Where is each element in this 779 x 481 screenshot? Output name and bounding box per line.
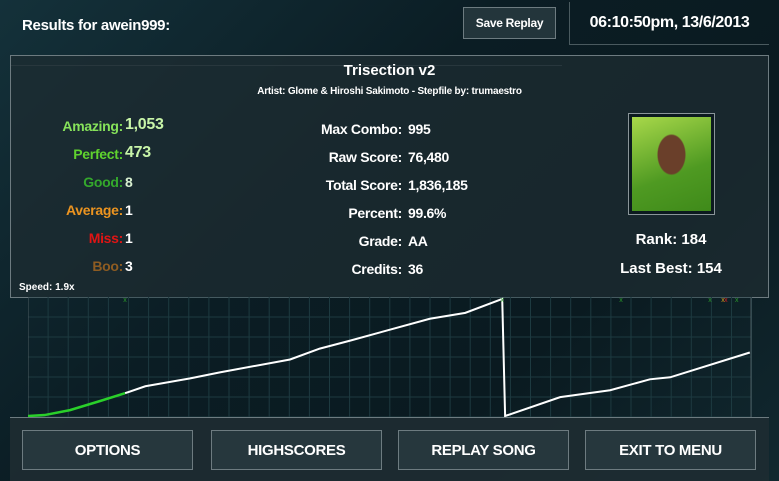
judge-mark: x (735, 297, 739, 304)
stat-value: 36 (408, 261, 423, 277)
stat-label: Credits: (351, 261, 403, 277)
judgement-value: 473 (125, 144, 151, 161)
judgement-label: Average: (66, 202, 123, 218)
song-title: Trisection v2 (343, 62, 436, 79)
judgement-value: 1 (125, 230, 133, 246)
results-title: Results for awein999: (22, 17, 170, 34)
save-replay-button[interactable]: Save Replay (463, 7, 556, 39)
judgement-value: 1 (125, 202, 133, 218)
combo-line (124, 297, 751, 417)
last-best: Last Best: 154 (620, 260, 722, 277)
full-combo-line (28, 392, 126, 417)
stat-label: Max Combo: (320, 121, 402, 137)
judgement-value: 1,053 (125, 116, 164, 133)
judgement-label: Perfect: (73, 146, 123, 162)
judge-mark: x (724, 297, 728, 304)
judge-mark: x (721, 297, 725, 304)
speed: Speed: 1.9x (19, 282, 75, 293)
stat-value: 995 (408, 121, 431, 137)
stat-label: Total Score: (325, 177, 403, 193)
stat-label: Grade: (358, 233, 403, 249)
stat-label: Raw Score: (328, 149, 403, 165)
avatar (628, 113, 715, 215)
judgement-value: 3 (125, 258, 133, 274)
judgement-label: Miss: (88, 230, 124, 246)
judgement-value: 8 (125, 174, 133, 190)
judge-mark: x (619, 297, 623, 304)
judge-mark: x (500, 297, 504, 304)
options-button[interactable]: OPTIONS (22, 430, 193, 470)
exit-to-menu-button[interactable]: EXIT TO MENU (585, 430, 756, 470)
judgement-label: Good: (83, 174, 123, 190)
highscores-button[interactable]: HIGHSCORES (211, 430, 382, 470)
stat-label: Percent: (348, 205, 402, 221)
judge-mark: x (708, 297, 712, 304)
replay-song-button[interactable]: REPLAY SONG (398, 430, 569, 470)
judgement-label: Amazing: (62, 118, 123, 134)
song-credits: Artist: Glome & Hiroshi Sakimoto - Stepf… (257, 86, 522, 97)
results-panel: Trisection v2 Artist: Glome & Hiroshi Sa… (10, 55, 769, 298)
judgement-label: Boo: (92, 258, 123, 274)
stat-value: 1,836,185 (408, 177, 468, 193)
rank: Rank: 184 (635, 231, 707, 248)
avatar-image (632, 117, 711, 211)
judge-mark: x (123, 297, 127, 304)
datetime: 06:10:50pm, 13/6/2013 (569, 2, 769, 45)
stat-value: 99.6% (408, 205, 447, 221)
stat-value: AA (408, 233, 428, 249)
stat-value: 76,480 (408, 149, 450, 165)
